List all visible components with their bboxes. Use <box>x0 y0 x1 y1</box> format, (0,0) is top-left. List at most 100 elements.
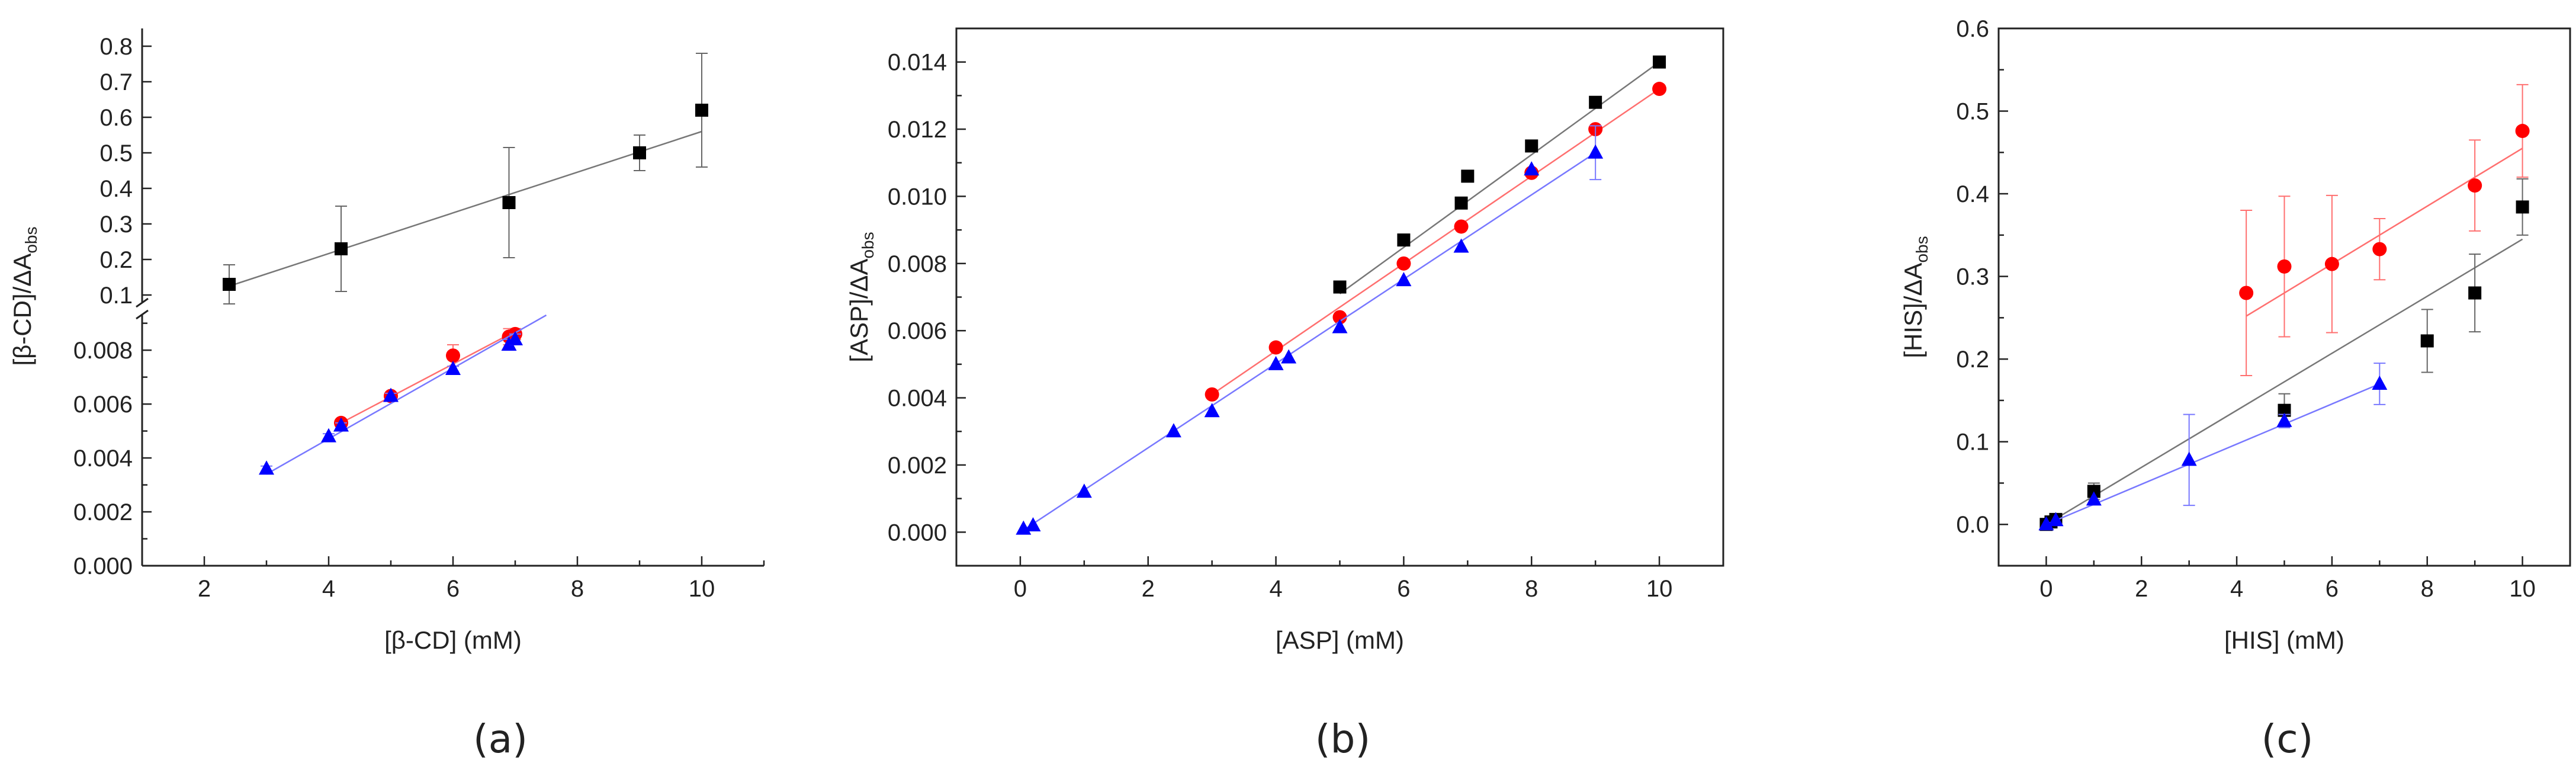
panel-a-axis-break <box>136 297 149 308</box>
panel-b-series-circle <box>1205 82 1667 402</box>
panel-a-fit-line <box>229 130 702 287</box>
panel-a-y-tick-label: 0.8 <box>99 34 133 60</box>
panel-b-point <box>1268 355 1284 370</box>
panel-b-point <box>1076 483 1092 498</box>
panel-a-point <box>321 428 336 443</box>
panel-b-point <box>1453 238 1469 253</box>
panel-a-axis-break <box>136 309 149 320</box>
panel-a-y-tick-label: 0.7 <box>99 69 133 95</box>
panel-a-point <box>633 146 646 159</box>
panel-a-point <box>259 460 274 475</box>
panel-b-point <box>1396 272 1412 287</box>
panel-a-point <box>445 360 461 375</box>
panel-a-y-tick-label: 0.2 <box>99 247 133 273</box>
panel-a-y-tick-label: 0.008 <box>73 338 133 364</box>
panel-b-series-square <box>1333 55 1666 294</box>
panel-c-label: (c) <box>2262 716 2314 762</box>
panel-c-x-axis-label: [HIS] (mM) <box>2224 626 2344 654</box>
panel-b-x-tick-label: 6 <box>1397 576 1410 602</box>
panel-b-x-axis-label: [ASP] (mM) <box>1276 626 1404 654</box>
panel-c-fit-line <box>2045 383 2380 525</box>
panel-a-point <box>695 104 708 117</box>
panel-b-y-tick-label: 0.008 <box>888 251 947 277</box>
panel-c-point <box>2276 412 2292 427</box>
panel-b-y-tick-label: 0.014 <box>888 50 947 76</box>
panel-c-x-tick-label: 8 <box>2421 576 2434 602</box>
panel-a-series-triangle <box>259 314 547 475</box>
panel-a-point <box>335 242 348 255</box>
panel-a-x-tick-label: 2 <box>198 576 211 602</box>
panel-b-point <box>1589 95 1602 109</box>
panel-b-fit-line <box>1020 152 1596 533</box>
panel-b-point <box>1525 139 1538 153</box>
panel-c-x-tick-label: 2 <box>2135 576 2148 602</box>
panel-b-point <box>1454 219 1469 234</box>
panel-c-series-triangle <box>2038 363 2388 531</box>
panel-b-y-tick-label: 0.004 <box>888 386 947 412</box>
panel-b-point <box>1281 349 1297 364</box>
panel-c-x-tick-label: 10 <box>2509 576 2536 602</box>
panel-c-y-tick-label: 0.2 <box>1956 347 1989 373</box>
panel-a: 2 4 6 8 10 0.1 0.2 0.3 0.4 0.5 0.6 0.7 0.8 0.000 0.002… <box>8 28 765 762</box>
panel-b-point <box>1588 144 1604 159</box>
panel-b-y-tick-label: 0.012 <box>888 117 947 143</box>
panel-c-point <box>2420 334 2434 348</box>
panel-c-y-tick-label: 0.1 <box>1956 429 1989 456</box>
panel-c-point <box>2468 286 2482 300</box>
panel-c-point <box>2181 451 2197 466</box>
panel-b-x-tick-label: 4 <box>1269 576 1282 602</box>
panel-a-y-tick-label: 0.000 <box>73 553 133 579</box>
panel-a-series-square <box>223 53 708 304</box>
panel-a-point <box>383 387 399 402</box>
panel-b-series-triangle <box>1016 125 1604 535</box>
panel-a-x-tick-label: 10 <box>689 576 715 602</box>
panel-b-point <box>1205 387 1219 402</box>
panel-a-y-axis-label: [β-CD]/ΔAobs <box>8 226 40 366</box>
panel-c-point <box>2038 516 2054 531</box>
panel-b-x-tick-label: 8 <box>1525 576 1538 602</box>
panel-a-fit-line <box>266 314 547 475</box>
panel-c-point <box>2277 259 2292 274</box>
panel-c-point <box>2372 376 2388 390</box>
panel-b-y-tick-label: 0.000 <box>888 520 947 546</box>
panel-b-point <box>1025 517 1041 531</box>
panel-a-x-axis-label: [β-CD] (mM) <box>384 626 522 654</box>
panel-c-point <box>2468 178 2482 193</box>
panel-a-y-tick-label: 0.006 <box>73 392 133 418</box>
panel-a-y-tick-label: 0.5 <box>99 140 133 166</box>
panel-c-point <box>2372 242 2387 257</box>
panel-c-point <box>2516 200 2529 214</box>
panel-b-point <box>1333 280 1347 294</box>
panel-c-x-tick-label: 4 <box>2230 576 2243 602</box>
panel-b-point <box>1652 82 1667 97</box>
panel-c-fit-line <box>2045 238 2523 525</box>
panel-b-point <box>1396 256 1411 271</box>
panel-a-y-tick-label: 0.6 <box>99 105 133 131</box>
panel-a-point <box>223 278 236 291</box>
panel-a-y-tick-label: 0.4 <box>99 176 133 202</box>
panel-a-x-tick-label: 6 <box>447 576 460 602</box>
panel-b-point <box>1165 423 1181 438</box>
panel-b-point <box>1524 161 1540 176</box>
panel-c-x-tick-label: 0 <box>2039 576 2053 602</box>
panel-a-label: (a) <box>473 716 528 762</box>
panel-c-series-circle <box>2239 84 2530 377</box>
panel-b: 0 2 4 6 8 10 0.000 0.002 0.004 0.006 0.008 0.010 0.0… <box>845 27 1724 762</box>
panel-b-label: (b) <box>1315 716 1370 762</box>
panel-c-point <box>2239 286 2254 300</box>
panel-b-x-tick-label: 10 <box>1646 576 1673 602</box>
panel-a-fit-line <box>341 331 516 424</box>
panel-a-y-tick-label: 0.3 <box>99 211 133 238</box>
panel-a-x-tick-label: 8 <box>571 576 584 602</box>
panel-c-point <box>2324 257 2339 271</box>
panel-a-point <box>333 417 349 432</box>
panel-c-point <box>2086 491 2102 506</box>
panel-c-fit-line <box>2246 148 2523 317</box>
panel-b-y-tick-label: 0.006 <box>888 318 947 344</box>
panel-b-point <box>1454 196 1468 210</box>
panel-a-point <box>502 196 516 209</box>
panel-b-point <box>1268 340 1283 355</box>
panel-b-point <box>1397 233 1411 247</box>
